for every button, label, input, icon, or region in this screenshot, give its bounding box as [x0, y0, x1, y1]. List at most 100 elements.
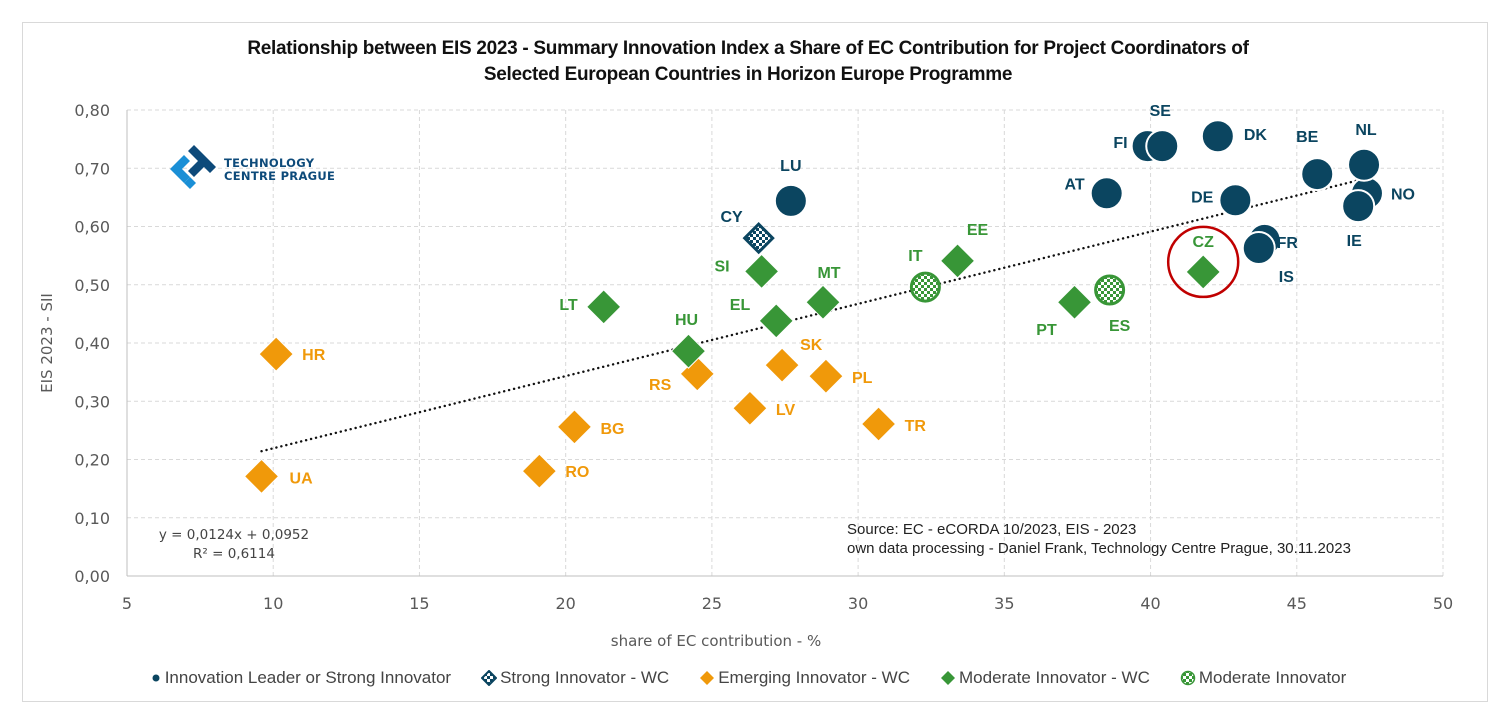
- label-ie: IE: [1347, 233, 1362, 250]
- label-rs: RS: [649, 377, 672, 394]
- legend-item-emerging-innovator-wc[interactable]: Emerging Innovator - WC: [699, 668, 910, 688]
- point-ua[interactable]: [243, 458, 280, 495]
- label-hr: HR: [302, 347, 326, 364]
- legend-item-moderate-innovator-wc[interactable]: Moderate Innovator - WC: [940, 668, 1150, 688]
- chart-title-line-1: Relationship between EIS 2023 - Summary …: [247, 38, 1249, 59]
- point-hu[interactable]: [670, 333, 707, 369]
- label-sk: SK: [800, 337, 823, 354]
- point-be[interactable]: [1300, 157, 1335, 192]
- chart-title-line-2: Selected European Countries in Horizon E…: [483, 64, 1013, 85]
- point-at[interactable]: [1089, 176, 1124, 211]
- legend-item-moderate-innovator[interactable]: Moderate Innovator: [1180, 668, 1346, 688]
- diamond-marker-icon: [700, 671, 715, 685]
- tick-labels: 0,00 0,10 0,20 0,30 0,40 0,50 0,60 0,70 0,80 5 10 1…: [74, 101, 1453, 613]
- label-fi: FI: [1113, 135, 1127, 152]
- x-tick-label: 35: [994, 594, 1014, 613]
- circle-marker-icon: [152, 674, 160, 682]
- legend-label: Moderate Innovator: [1198, 668, 1347, 687]
- point-is[interactable]: [1241, 231, 1276, 266]
- x-tick-label: 25: [702, 594, 722, 613]
- point-labels: LU AT FI SE DK DE FR IS BE NO NL IE CY UA HR RO BG RS LV SK…: [290, 103, 1415, 487]
- trendline: [260, 176, 1369, 453]
- point-tr[interactable]: [860, 406, 897, 442]
- point-ie[interactable]: [1341, 189, 1376, 224]
- point-it[interactable]: [909, 271, 941, 303]
- axes: [126, 110, 1443, 577]
- tc-logo-icon: [170, 145, 216, 189]
- x-tick-label: 40: [1140, 594, 1160, 613]
- checkered-circle-marker-icon: [1180, 670, 1196, 686]
- label-be: BE: [1296, 129, 1319, 146]
- point-cy[interactable]: [742, 222, 775, 255]
- y-tick-label: 0,20: [74, 451, 110, 470]
- label-pt: PT: [1036, 322, 1057, 339]
- legend-label: Strong Innovator - WC: [500, 668, 670, 687]
- point-lv[interactable]: [732, 390, 768, 426]
- label-ro: RO: [565, 464, 589, 481]
- label-pl: PL: [852, 370, 873, 387]
- y-axis-title: EIS 2023 - SII: [38, 293, 56, 393]
- x-tick-label: 50: [1433, 594, 1453, 613]
- point-ee[interactable]: [939, 243, 976, 279]
- label-ua: UA: [290, 470, 314, 487]
- point-nl[interactable]: [1347, 147, 1382, 182]
- legend-label: Innovation Leader or Strong Innovator: [164, 668, 452, 687]
- technology-centre-prague-logo: TECHNOLOGY CENTRE PRAGUE: [166, 145, 335, 195]
- y-tick-label: 0,70: [74, 159, 110, 178]
- point-lt[interactable]: [585, 289, 622, 325]
- x-tick-label: 15: [409, 594, 429, 613]
- checkered-diamond-marker-icon: [481, 670, 498, 686]
- point-ro[interactable]: [521, 453, 558, 489]
- label-cz: CZ: [1193, 234, 1215, 251]
- point-bg[interactable]: [556, 409, 593, 445]
- label-de: DE: [1191, 189, 1214, 206]
- legend: Innovation Leader or Strong Innovator St…: [0, 668, 1496, 688]
- point-lu[interactable]: [773, 183, 808, 218]
- logo-line-1: TECHNOLOGY: [224, 156, 315, 170]
- legend-label: Emerging Innovator - WC: [718, 668, 910, 687]
- x-axis-title: share of EC contribution - %: [611, 632, 821, 650]
- legend-item-innovation-leader[interactable]: Innovation Leader or Strong Innovator: [150, 668, 451, 688]
- source-note-line-1: Source: EC - eCORDA 10/2023, EIS - 2023: [847, 521, 1136, 538]
- highlight-circle-cz: [1166, 225, 1240, 299]
- chart-frame: [22, 22, 1488, 702]
- point-cz[interactable]: [1185, 254, 1221, 290]
- legend-item-strong-innovator-wc[interactable]: Strong Innovator - WC: [481, 668, 669, 688]
- x-tick-label: 45: [1287, 594, 1307, 613]
- x-tick-label: 30: [848, 594, 868, 613]
- data-points: [243, 119, 1384, 495]
- label-se: SE: [1150, 103, 1172, 120]
- label-ee: EE: [967, 222, 989, 239]
- label-is: IS: [1279, 269, 1294, 286]
- point-es[interactable]: [1094, 274, 1126, 306]
- point-se[interactable]: [1145, 129, 1180, 164]
- trendline-equation: y = 0,0124x + 0,0952: [159, 527, 309, 543]
- point-pt[interactable]: [1056, 284, 1093, 320]
- y-tick-label: 0,80: [74, 101, 110, 120]
- point-pl[interactable]: [808, 358, 844, 394]
- label-lt: LT: [559, 297, 578, 314]
- label-bg: BG: [600, 421, 624, 438]
- y-tick-label: 0,30: [74, 392, 110, 411]
- label-mt: MT: [817, 265, 840, 282]
- label-no: NO: [1391, 186, 1415, 203]
- point-dk[interactable]: [1200, 119, 1235, 154]
- point-si[interactable]: [743, 253, 780, 290]
- label-at: AT: [1065, 176, 1085, 193]
- label-lv: LV: [776, 402, 796, 419]
- point-el[interactable]: [758, 303, 794, 339]
- point-mt[interactable]: [805, 284, 841, 320]
- y-tick-label: 0,50: [74, 276, 110, 295]
- source-note-line-2: own data processing - Daniel Frank, Tech…: [847, 540, 1351, 557]
- point-de[interactable]: [1218, 183, 1253, 218]
- point-hr[interactable]: [258, 336, 294, 372]
- label-es: ES: [1109, 318, 1131, 335]
- label-cy: CY: [720, 209, 743, 226]
- label-lu: LU: [780, 158, 801, 175]
- x-tick-label: 5: [122, 594, 132, 613]
- point-sk[interactable]: [764, 347, 800, 383]
- y-tick-label: 0,40: [74, 334, 110, 353]
- label-dk: DK: [1244, 127, 1268, 144]
- label-hu: HU: [675, 312, 698, 329]
